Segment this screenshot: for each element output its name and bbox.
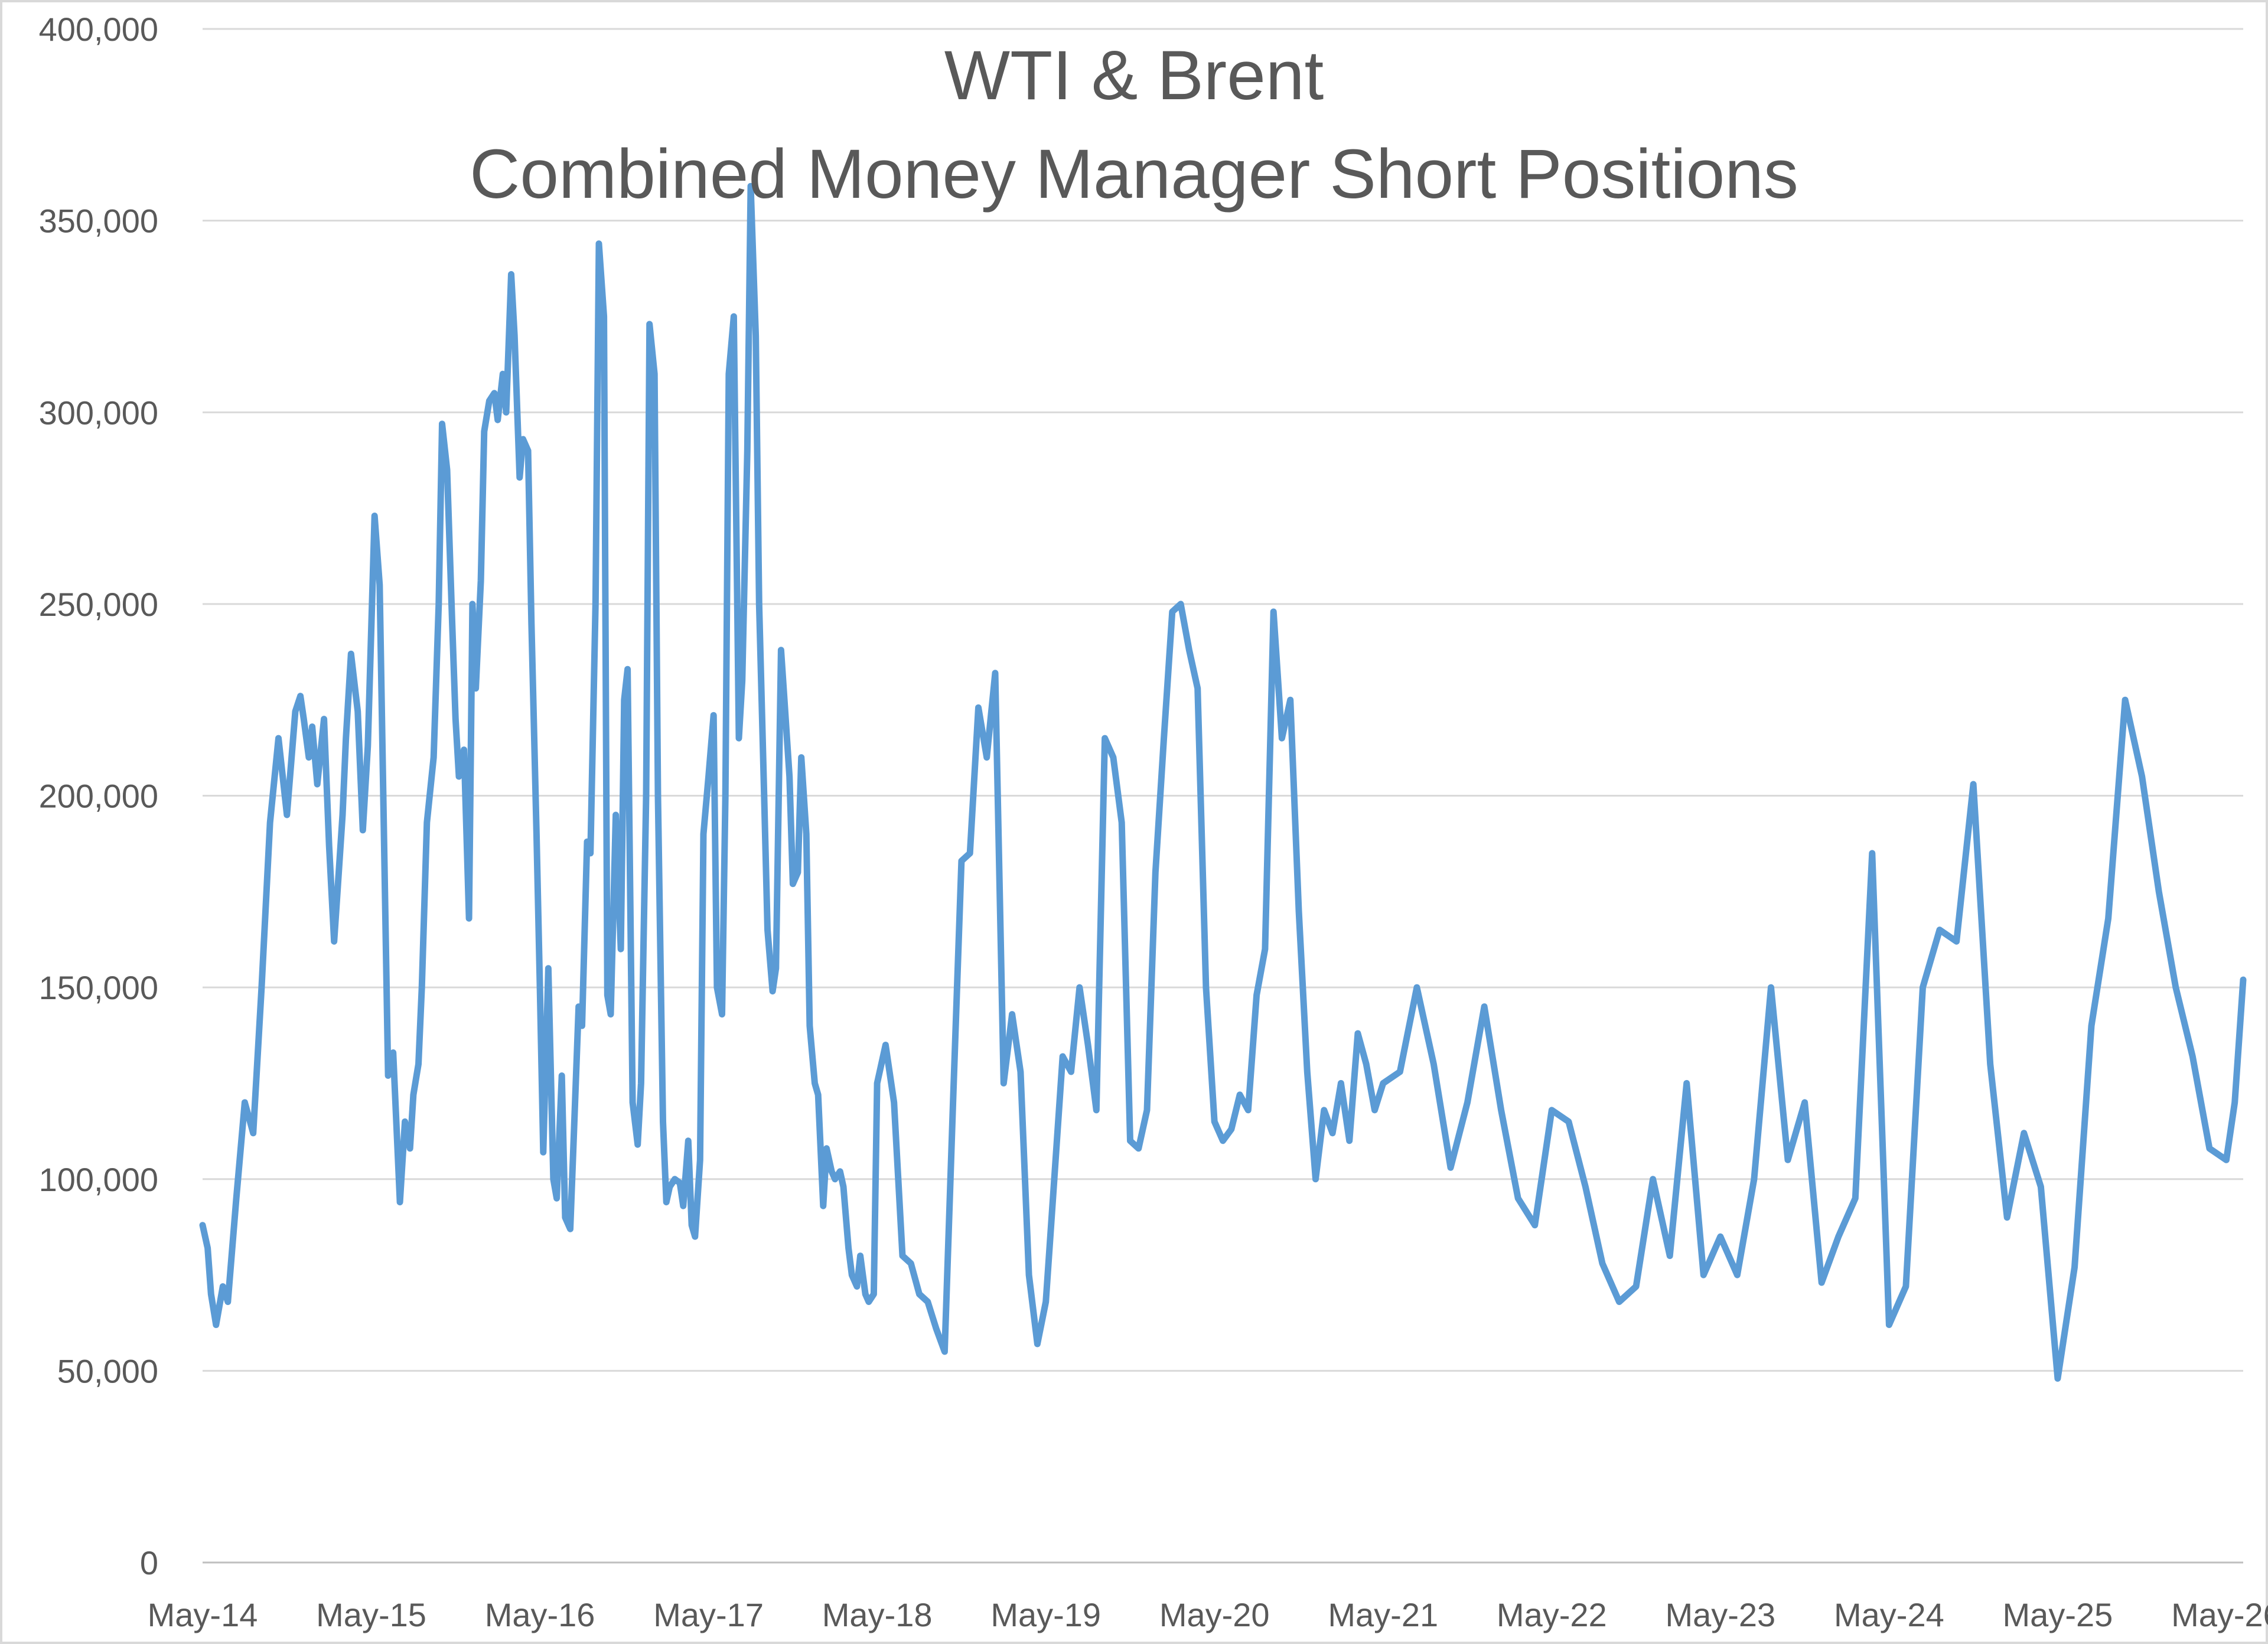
y-tick-label: 200,000 — [39, 778, 158, 815]
y-tick-label: 350,000 — [39, 203, 158, 240]
x-tick-label: May-26 — [2171, 1596, 2268, 1633]
y-tick-label: 400,000 — [39, 11, 158, 48]
x-tick-label: May-15 — [316, 1596, 426, 1633]
series-line — [199, 182, 2247, 1382]
x-axis-tick-labels: May-14 May-15 May-16 May-17 May-18 May-19 May-… — [148, 1596, 2268, 1633]
x-tick-label: May-16 — [485, 1596, 595, 1633]
gridlines — [203, 28, 2243, 1372]
y-tick-label: 150,000 — [39, 969, 158, 1006]
y-tick-label: 50,000 — [57, 1352, 158, 1389]
x-tick-label: May-25 — [2003, 1596, 2113, 1633]
chart-title-line-2: Combined Money Manager Short Positions — [470, 135, 1798, 213]
chart-title-line-1: WTI & Brent — [944, 37, 1324, 115]
x-tick-label: May-23 — [1665, 1596, 1775, 1633]
y-tick-label: 0 — [140, 1544, 158, 1581]
y-axis-tick-labels: 0 50,000 100,000 150,000 200,000 250,000 300,0… — [39, 11, 158, 1581]
x-tick-label: May-24 — [1834, 1596, 1944, 1633]
x-tick-label: May-20 — [1159, 1596, 1270, 1633]
x-tick-label: May-17 — [653, 1596, 764, 1633]
x-tick-label: May-21 — [1328, 1596, 1438, 1633]
x-tick-label: May-22 — [1497, 1596, 1607, 1633]
x-tick-label: May-19 — [990, 1596, 1101, 1633]
x-tick-label: May-14 — [148, 1596, 258, 1633]
y-tick-label: 100,000 — [39, 1161, 158, 1198]
y-tick-label: 300,000 — [39, 394, 158, 431]
series-lines — [199, 182, 2247, 1382]
chart-title: WTI & Brent Combined Money Manager Short… — [470, 37, 1798, 213]
x-tick-label: May-18 — [822, 1596, 933, 1633]
y-tick-label: 250,000 — [39, 586, 158, 623]
